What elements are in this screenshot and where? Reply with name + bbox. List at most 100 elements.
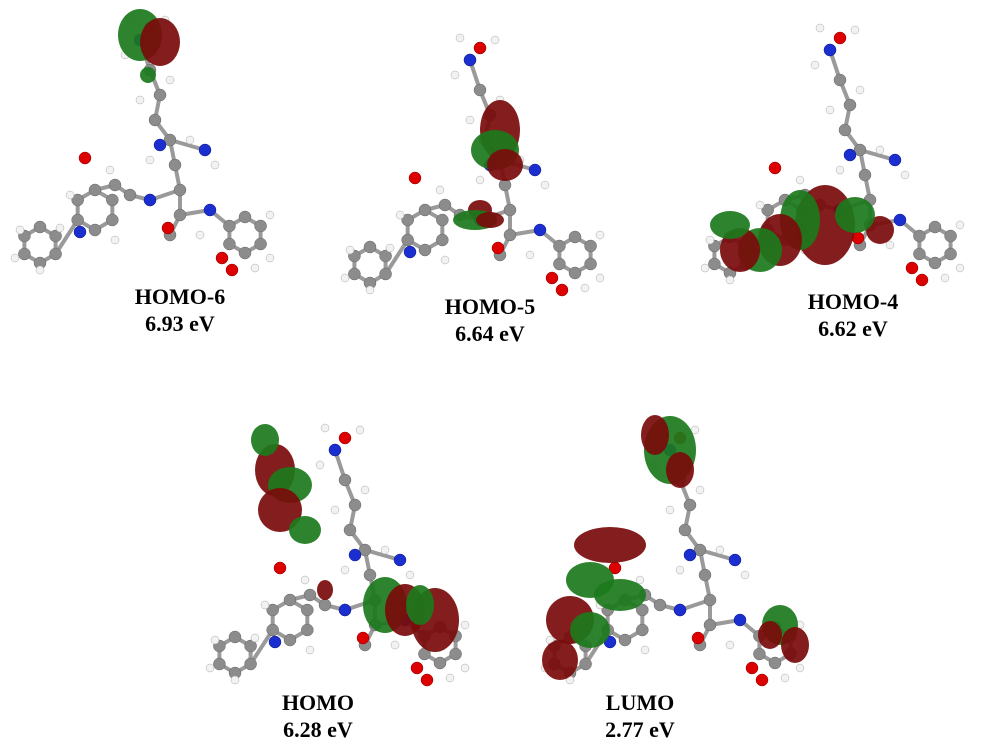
hydrogen-atom <box>266 211 274 219</box>
hydrogen-atom <box>696 486 704 494</box>
carbon-atom <box>569 231 581 243</box>
hydrogen-atom <box>706 236 714 244</box>
oxygen-atom <box>692 632 704 644</box>
carbon-atom <box>245 658 257 670</box>
hydrogen-atom <box>166 76 174 84</box>
orbital-lobe <box>758 621 782 649</box>
carbon-atom <box>72 214 84 226</box>
orbital-lobe <box>289 516 321 544</box>
carbon-atom <box>569 267 581 279</box>
orbital-lobe <box>317 580 333 600</box>
hydrogen-atom <box>66 191 74 199</box>
hydrogen-atom <box>636 576 644 584</box>
carbon-atom <box>704 619 716 631</box>
hydrogen-atom <box>451 71 459 79</box>
carbon-atom <box>474 84 486 96</box>
nitrogen-atom <box>404 246 416 258</box>
hydrogen-atom <box>146 156 154 164</box>
carbon-atom <box>436 234 448 246</box>
orbital-lobe <box>140 18 180 66</box>
nitrogen-atom <box>674 604 686 616</box>
oxygen-atom <box>546 272 558 284</box>
orbital-lobe <box>542 640 578 680</box>
carbon-atom <box>553 240 565 252</box>
nitrogen-atom <box>729 554 741 566</box>
carbon-atom <box>753 648 765 660</box>
carbon-atom <box>255 220 267 232</box>
carbon-atom <box>708 258 720 270</box>
hydrogen-atom <box>701 264 709 272</box>
hydrogen-atom <box>956 221 964 229</box>
hydrogen-atom <box>676 566 684 574</box>
orbital-label: HOMO-4 <box>808 289 898 314</box>
carbon-atom <box>580 658 592 670</box>
carbon-atom <box>239 247 251 259</box>
orbital-lobe <box>641 415 669 455</box>
hydrogen-atom <box>341 566 349 574</box>
orbital-lobe <box>781 627 809 663</box>
oxygen-atom <box>556 284 568 296</box>
hydrogen-atom <box>726 276 734 284</box>
carbon-atom <box>654 599 666 611</box>
nitrogen-atom <box>74 226 86 238</box>
oxygen-atom <box>226 264 238 276</box>
hydrogen-atom <box>716 546 724 554</box>
hydrogen-atom <box>356 426 364 434</box>
carbon-atom <box>929 221 941 233</box>
orbital-lobe <box>406 585 434 625</box>
carbon-atom <box>89 224 101 236</box>
hydrogen-atom <box>466 116 474 124</box>
carbon-atom <box>929 257 941 269</box>
oxygen-atom <box>492 242 504 254</box>
hydrogen-atom <box>211 636 219 644</box>
carbon-atom <box>213 658 225 670</box>
hydrogen-atom <box>36 266 44 274</box>
nitrogen-atom <box>199 144 211 156</box>
nitrogen-atom <box>154 139 166 151</box>
hydrogen-atom <box>436 186 444 194</box>
carbon-atom <box>945 230 957 242</box>
oxygen-atom <box>474 42 486 54</box>
hydrogen-atom <box>826 106 834 114</box>
hydrogen-atom <box>461 621 469 629</box>
hydrogen-atom <box>266 254 274 262</box>
oxygen-atom <box>162 222 174 234</box>
carbon-atom <box>704 594 716 606</box>
carbon-atom <box>106 194 118 206</box>
hydrogen-atom <box>816 24 824 32</box>
hydrogen-atom <box>301 576 309 584</box>
hydrogen-atom <box>16 226 24 234</box>
hydrogen-atom <box>366 286 374 294</box>
orbital-energy: 6.28 eV <box>283 717 353 742</box>
hydrogen-atom <box>741 571 749 579</box>
oxygen-atom <box>421 674 433 686</box>
hydrogen-atom <box>901 171 909 179</box>
hydrogen-atom <box>331 506 339 514</box>
carbon-atom <box>344 524 356 536</box>
hydrogen-atom <box>186 136 194 144</box>
hydrogen-atom <box>346 246 354 254</box>
orbital-lobe <box>487 149 523 181</box>
nitrogen-atom <box>844 149 856 161</box>
hydrogen-atom <box>106 166 114 174</box>
hydrogen-atom <box>11 254 19 262</box>
carbon-atom <box>124 189 136 201</box>
orbital-energy: 6.93 eV <box>145 311 215 336</box>
nitrogen-atom <box>349 549 361 561</box>
hydrogen-atom <box>666 506 674 514</box>
carbon-atom <box>699 569 711 581</box>
carbon-atom <box>553 258 565 270</box>
hydrogen-atom <box>596 231 604 239</box>
oxygen-atom <box>216 252 228 264</box>
carbon-atom <box>844 99 856 111</box>
hydrogen-atom <box>856 86 864 94</box>
hydrogen-atom <box>391 641 399 649</box>
oxygen-atom <box>357 632 369 644</box>
oxygen-atom <box>411 662 423 674</box>
hydrogen-atom <box>641 646 649 654</box>
hydrogen-atom <box>851 26 859 34</box>
hydrogen-atom <box>581 284 589 292</box>
carbon-atom <box>419 204 431 216</box>
oxygen-atom <box>274 562 286 574</box>
carbon-atom <box>50 248 62 260</box>
